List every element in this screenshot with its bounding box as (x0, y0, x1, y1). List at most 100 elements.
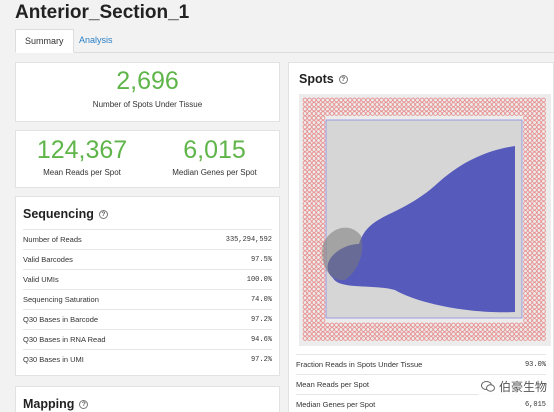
fiducial-spot (311, 192, 317, 197)
fiducial-spot (536, 111, 542, 116)
fiducial-spot (320, 111, 326, 116)
fiducial-spot (523, 304, 528, 310)
fiducial-spot (302, 304, 308, 310)
fiducial-spot (320, 115, 326, 121)
fiducial-spot (473, 331, 479, 337)
fiducial-spot (437, 102, 443, 107)
fiducial-spot (347, 106, 353, 112)
fiducial-spot (401, 106, 407, 112)
fiducial-spot (329, 327, 335, 332)
fiducial-spot (523, 111, 528, 116)
fiducial-spot (509, 322, 515, 328)
fiducial-spot (482, 106, 488, 112)
fiducial-spot (532, 196, 537, 202)
fiducial-spot (532, 228, 537, 233)
fiducial-spot (316, 187, 321, 193)
fiducial-spot (514, 322, 519, 328)
tab-summary[interactable]: Summary (15, 29, 74, 53)
fiducial-spot (307, 327, 312, 332)
fiducial-spot (523, 192, 528, 197)
fiducial-spot (334, 336, 339, 341)
fiducial-spot (532, 232, 537, 238)
fiducial-spot (316, 102, 321, 107)
fiducial-spot (527, 138, 533, 143)
fiducial-spot (536, 183, 542, 188)
fiducial-spot (536, 264, 542, 269)
fiducial-spot (536, 313, 542, 319)
fiducial-spot (302, 196, 308, 202)
fiducial-spot (361, 331, 366, 337)
fiducial-spot (311, 187, 317, 193)
fiducial-spot (311, 331, 317, 337)
fiducial-spot (523, 228, 528, 233)
help-icon[interactable]: ? (338, 74, 348, 84)
fiducial-spot (523, 219, 528, 224)
fiducial-spot (410, 102, 416, 107)
fiducial-spot (415, 331, 420, 337)
spots-title: Spots (299, 72, 334, 86)
fiducial-spot (316, 331, 321, 337)
fiducial-spot (541, 138, 546, 143)
fiducial-spot (361, 111, 366, 116)
fiducial-spot (527, 133, 533, 139)
fiducial-spot (541, 282, 546, 287)
tab-analysis[interactable]: Analysis (79, 35, 113, 45)
fiducial-spot (505, 322, 510, 328)
fiducial-spot (433, 106, 438, 112)
fiducial-spot (428, 336, 434, 341)
fiducial-spot (500, 322, 506, 328)
fiducial-spot (356, 97, 362, 103)
fiducial-spot (527, 192, 533, 197)
fiducial-spot (536, 304, 542, 310)
fiducial-spot (527, 214, 533, 220)
help-icon[interactable]: ? (98, 209, 108, 219)
fiducial-spot (307, 322, 312, 328)
fiducial-spot (541, 169, 546, 175)
fiducial-spot (320, 304, 326, 310)
fiducial-spot (424, 102, 429, 107)
mapping-heading: Mapping ? (23, 397, 89, 411)
fiducial-spot (419, 106, 425, 112)
fiducial-spot (527, 277, 533, 283)
table-row: Fraction Reads in Spots Under Tissue 93.0… (296, 354, 546, 374)
fiducial-spot (541, 264, 546, 269)
fiducial-spot (347, 336, 353, 341)
fiducial-spot (302, 183, 308, 188)
fiducial-spot (514, 327, 519, 332)
fiducial-spot (523, 291, 528, 296)
fiducial-spot (397, 111, 402, 116)
fiducial-spot (311, 322, 317, 328)
fiducial-spot (352, 331, 357, 337)
fiducial-spot (523, 115, 528, 121)
fiducial-spot (307, 259, 312, 265)
fiducial-spot (428, 322, 434, 328)
fiducial-spot (316, 97, 321, 103)
fiducial-spot (302, 219, 308, 224)
row-label: Median Genes per Spot (296, 400, 376, 409)
help-icon[interactable]: ? (79, 399, 89, 409)
fiducial-spot (316, 205, 321, 211)
spots-card: Spots ? Fraction Reads in Spots Under Ti… (288, 62, 554, 412)
fiducial-spot (397, 322, 402, 328)
fiducial-spot (523, 97, 528, 103)
fiducial-spot (392, 331, 398, 337)
fiducial-spot (532, 129, 537, 134)
fiducial-spot (536, 214, 542, 220)
fiducial-spot (527, 273, 533, 278)
fiducial-spot (383, 106, 389, 112)
spots-tissue-image (299, 94, 551, 346)
fiducial-spot (509, 97, 515, 103)
fiducial-spot (446, 111, 452, 116)
fiducial-spot (505, 331, 510, 337)
fiducial-spot (302, 97, 308, 103)
fiducial-spot (338, 327, 344, 332)
fiducial-spot (523, 268, 528, 274)
fiducial-spot (307, 111, 312, 116)
fiducial-spot (532, 237, 537, 242)
fiducial-spot (311, 97, 317, 103)
fiducial-spot (527, 142, 533, 148)
fiducial-spot (541, 205, 546, 211)
fiducial-spot (451, 331, 456, 337)
row-label: Q30 Bases in UMI (23, 355, 84, 364)
fiducial-spot (316, 304, 321, 310)
